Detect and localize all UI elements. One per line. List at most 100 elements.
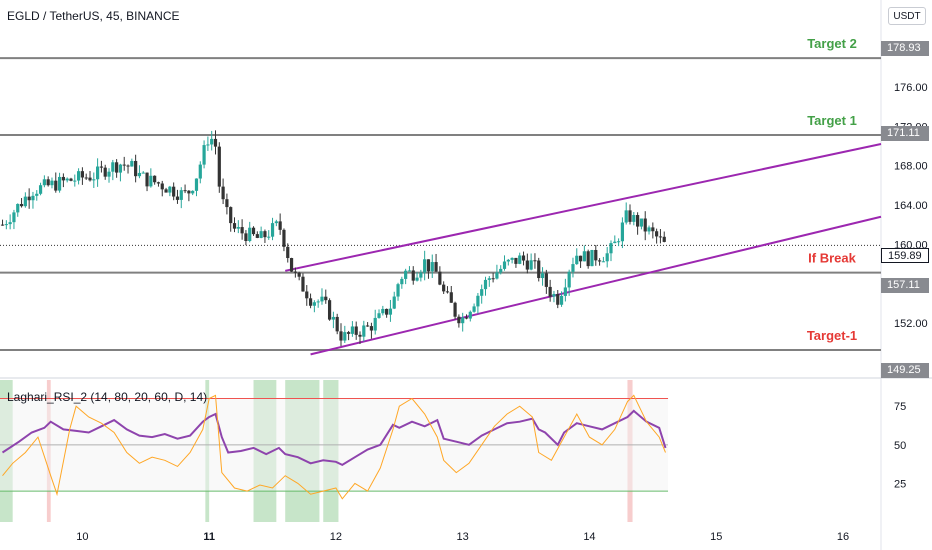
level-label: Target 2 [807,36,857,51]
candle-body [88,177,92,181]
candle-body [476,295,480,307]
price-tag-current: 159.89 [881,248,929,263]
candle-body [115,162,119,173]
candle-body [65,178,69,181]
candle-body [662,236,666,242]
candle-body [168,186,172,193]
candle-body [187,190,191,194]
candle-body [544,273,548,287]
level-label: Target 1 [807,113,857,128]
candle-body [27,196,31,201]
candle-body [50,180,54,186]
candle-body [236,227,240,229]
candle-body [487,278,491,280]
candle-body [103,167,107,177]
candle-body [4,224,8,226]
chart-title: EGLD / TetherUS, 45, BINANCE [7,9,180,23]
price-tick-label: 176.00 [894,82,928,94]
candle-body [586,251,590,267]
candle-body [430,262,434,272]
price-axis-bg [881,0,932,550]
candle-body [453,302,457,317]
rsi-slow-line [1,409,667,467]
candle-body [563,287,567,296]
candle-body [396,284,400,297]
candle-body [373,317,377,331]
candle-body [556,293,560,305]
candle-body [69,178,73,181]
candle-body [61,176,65,181]
candle-body [442,284,446,292]
candle-body [411,270,415,281]
candle-body [210,138,214,145]
candle-body [525,260,529,270]
candle-body [38,185,43,194]
candle-body [141,172,145,174]
candle-body [438,271,442,285]
candle-body [434,262,438,272]
candle-body [464,317,469,319]
candle-body [308,298,313,306]
candle-body [312,302,316,306]
rsi-tick-label: 75 [894,401,906,413]
candle-body [0,224,5,226]
candle-body [385,308,389,315]
candle-body [213,138,218,147]
candle-body [483,279,488,290]
candle-body [92,179,96,181]
candle-body [96,166,100,180]
price-tick-label: 164.00 [894,200,928,212]
candle-body [320,296,324,302]
candle-body [107,171,111,177]
rsi-tick-label: 25 [894,478,906,490]
candle-body [449,292,453,303]
price-tick-label: 152.00 [894,318,928,330]
time-tick-label: 15 [710,531,722,543]
candle-body [324,296,328,301]
candle-body [31,195,35,201]
candle-body [655,231,659,237]
candle-body [137,172,142,177]
price-tick-label: 168.00 [894,161,928,173]
candle-body [461,317,465,324]
candle-body [499,268,503,273]
candle-body [80,171,84,178]
candle-body [156,182,161,184]
indicator-label: Laghari_RSI_2 (14, 80, 20, 60, D, 14) [7,390,208,404]
candle-body [305,291,309,299]
candle-body [73,180,77,182]
candle-body [99,166,104,168]
candle-body [643,218,647,232]
candle-body [217,146,221,187]
time-tick-label: 10 [76,531,88,543]
candle-body [293,271,297,273]
rsi-fast-line [2,394,666,500]
candle-body [350,326,354,334]
candle-body [506,259,510,262]
candle-body [42,179,46,186]
candle-body [259,231,263,238]
candle-body [126,165,130,167]
candle-body [407,270,412,272]
candle-body [286,246,290,259]
candle-body [130,160,134,167]
candle-body [445,291,450,293]
candle-body [198,164,202,179]
candle-body [160,183,164,190]
candle-body [327,300,332,320]
candle-body [118,164,123,173]
candle-body [153,175,157,183]
candle-body [529,260,533,270]
currency-button[interactable]: USDT [888,7,926,25]
time-tick-label: 13 [457,531,469,543]
candle-body [613,241,617,244]
candle-body [46,179,50,186]
candle-body [225,199,229,208]
candle-body [335,316,339,332]
candle-body [19,203,24,207]
candle-body [480,289,484,296]
candle-body [282,229,286,247]
candle-body [251,227,256,235]
channel-line-lower [310,215,882,356]
